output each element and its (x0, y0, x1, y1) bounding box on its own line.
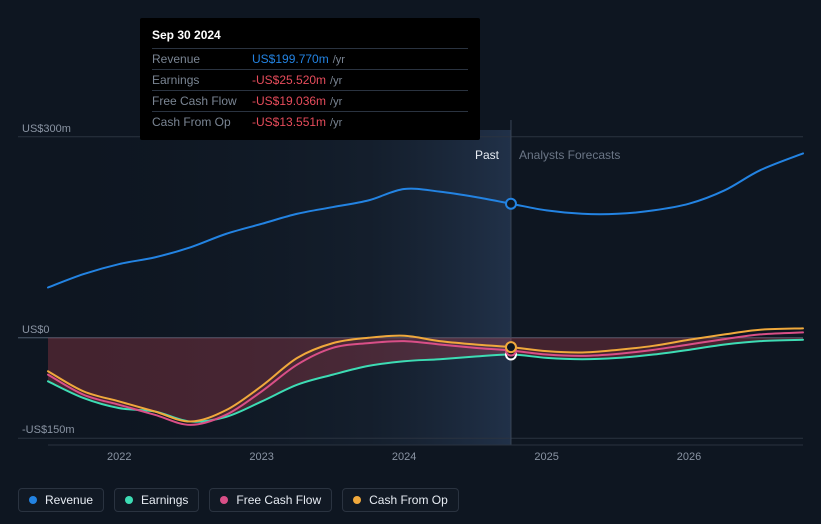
tooltip-row-unit: /yr (333, 54, 345, 66)
tooltip-row-value: -US$25.520m (252, 73, 326, 87)
tooltip-row-unit: /yr (330, 96, 342, 108)
legend-dot-icon (353, 496, 361, 504)
legend-label: Cash From Op (369, 493, 448, 507)
chart-legend: Revenue Earnings Free Cash Flow Cash From O… (18, 488, 459, 512)
legend-label: Earnings (141, 493, 188, 507)
x-axis-tick-label: 2026 (677, 451, 701, 463)
y-axis-tick-label: US$0 (22, 324, 50, 336)
legend-item[interactable]: Cash From Op (342, 488, 459, 512)
forecast-label: Analysts Forecasts (519, 148, 620, 162)
legend-item[interactable]: Earnings (114, 488, 199, 512)
tooltip-row-unit: /yr (330, 117, 342, 129)
tooltip-row: Earnings-US$25.520m/yr (152, 69, 468, 90)
tooltip-row-value: US$199.770m (252, 52, 329, 66)
tooltip-row-label: Revenue (152, 52, 252, 66)
y-axis-tick-label: US$300m (22, 123, 71, 135)
x-axis-tick-label: 2024 (392, 451, 416, 463)
financial-chart: Sep 30 2024 RevenueUS$199.770m/yrEarning… (0, 0, 821, 524)
x-axis-tick-label: 2022 (107, 451, 131, 463)
tooltip-row: Free Cash Flow-US$19.036m/yr (152, 90, 468, 111)
tooltip-date: Sep 30 2024 (152, 28, 468, 42)
chart-tooltip: Sep 30 2024 RevenueUS$199.770m/yrEarning… (140, 18, 480, 140)
x-axis-tick-label: 2023 (249, 451, 273, 463)
tooltip-row-unit: /yr (330, 75, 342, 87)
legend-dot-icon (29, 496, 37, 504)
y-axis-tick-label: -US$150m (22, 424, 75, 436)
legend-item[interactable]: Revenue (18, 488, 104, 512)
tooltip-row-label: Free Cash Flow (152, 94, 252, 108)
tooltip-row: RevenueUS$199.770m/yr (152, 48, 468, 69)
legend-label: Free Cash Flow (236, 493, 321, 507)
tooltip-row-label: Cash From Op (152, 115, 252, 129)
tooltip-row-value: -US$13.551m (252, 115, 326, 129)
tooltip-row-label: Earnings (152, 73, 252, 87)
tooltip-row-value: -US$19.036m (252, 94, 326, 108)
legend-label: Revenue (45, 493, 93, 507)
legend-dot-icon (125, 496, 133, 504)
past-label: Past (475, 148, 499, 162)
legend-dot-icon (220, 496, 228, 504)
x-axis-tick-label: 2025 (534, 451, 558, 463)
tooltip-row: Cash From Op-US$13.551m/yr (152, 111, 468, 132)
legend-item[interactable]: Free Cash Flow (209, 488, 332, 512)
